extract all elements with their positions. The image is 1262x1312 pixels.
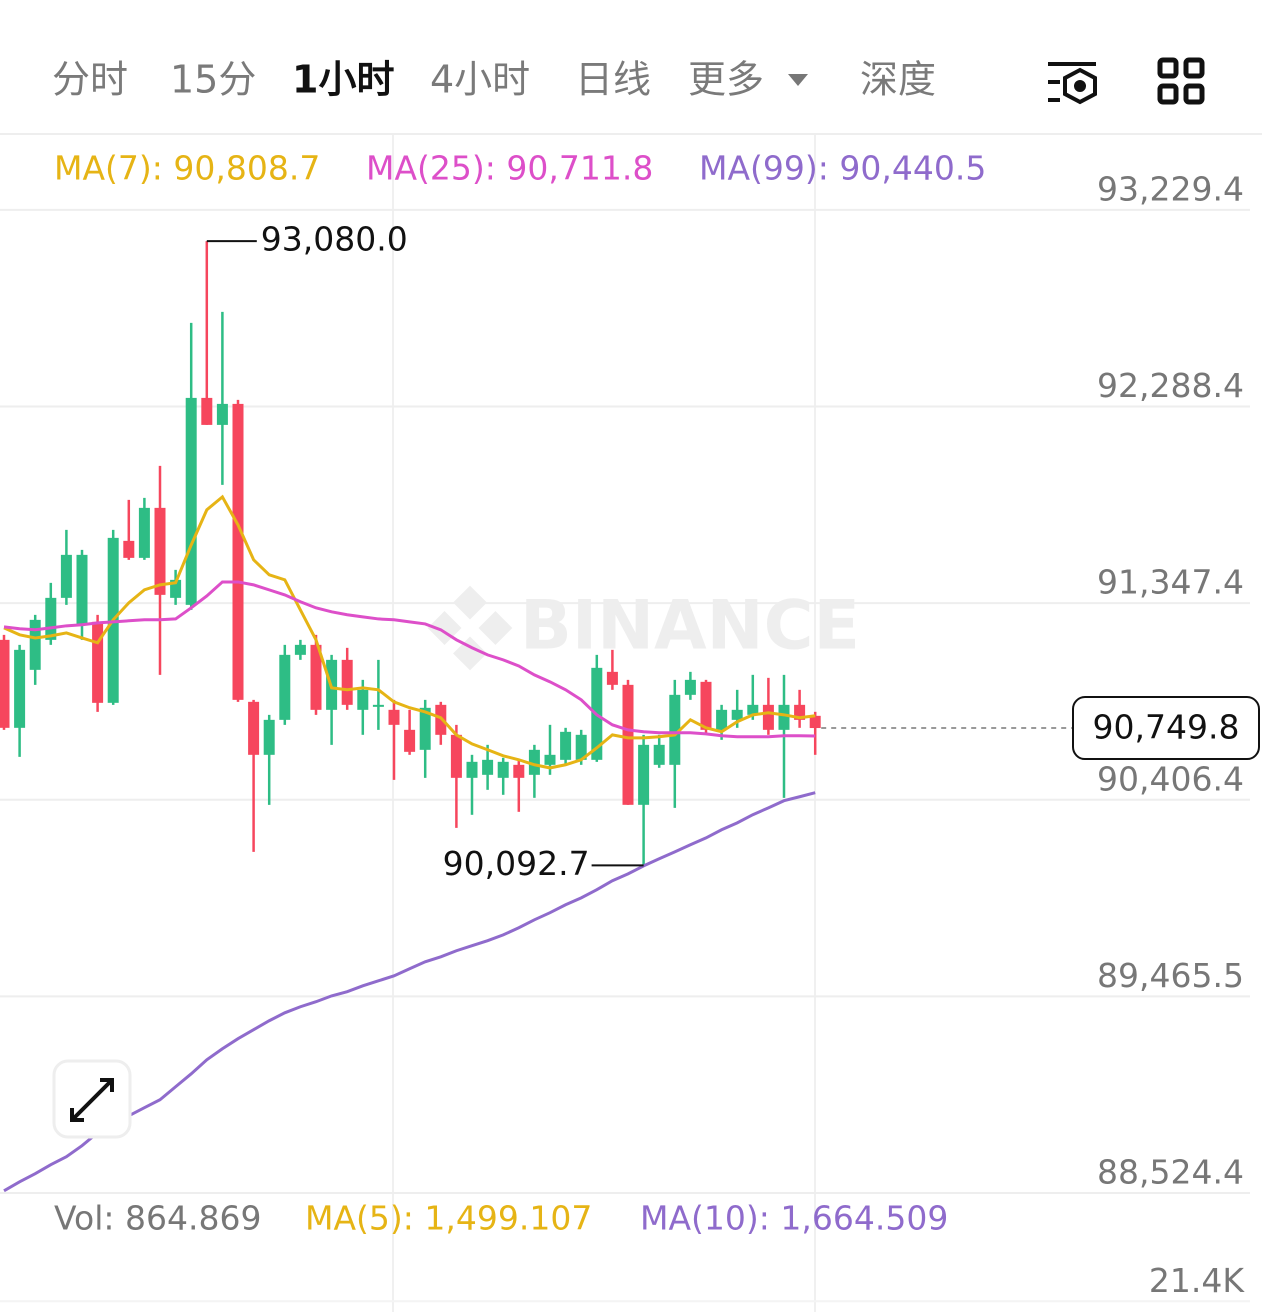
ma-line <box>3 791 816 1193</box>
candle-body <box>76 554 88 625</box>
ma-line <box>3 494 816 770</box>
expand-button[interactable] <box>52 1059 132 1139</box>
candle-body <box>638 744 650 805</box>
candle-body <box>653 744 665 765</box>
candle-body <box>560 731 572 760</box>
last-price-label: 90,749.8 <box>1093 708 1240 747</box>
plot: 93,229.4 92,288.4 91,347.4 90,406.4 89,465.5… <box>0 149 1260 1303</box>
candle-body <box>45 597 57 640</box>
candle-body <box>185 397 197 605</box>
candle-body <box>513 764 525 778</box>
tab-bar: 分时 15分 1小时 4小时 日线 更多 深度 <box>52 57 1205 105</box>
legend-entry: MA(99): 90,440.5 <box>699 149 986 188</box>
candle-body <box>716 709 728 730</box>
y-tick-label: 89,465.5 <box>1097 956 1244 995</box>
candle-body <box>279 654 291 720</box>
candle-body <box>310 644 322 710</box>
candle-body <box>419 707 431 750</box>
candle-body <box>201 397 213 425</box>
settings-icon[interactable] <box>1048 62 1097 105</box>
candle-body <box>747 704 759 715</box>
tab[interactable]: 4小时 <box>430 58 530 102</box>
y-tick-label: 93,229.4 <box>1097 169 1244 208</box>
volume-tick-label: 21.4K <box>1149 1261 1245 1300</box>
candle-body <box>294 644 306 655</box>
candle-body <box>700 681 712 730</box>
candle-body <box>544 754 556 765</box>
volume-legend: MA(10): 1,664.509 <box>640 1199 948 1238</box>
tab[interactable]: 分时 <box>52 58 128 102</box>
dropdown-arrow[interactable] <box>788 74 808 86</box>
candle-body <box>684 679 696 695</box>
legend-entry: MA(25): 90,711.8 <box>366 149 653 188</box>
candle-body <box>497 761 509 778</box>
tab[interactable]: 深度 <box>860 58 936 102</box>
y-tick-label: 91,347.4 <box>1097 563 1244 602</box>
candle-body <box>170 579 182 598</box>
candle-body <box>778 704 790 730</box>
candle-body <box>809 715 821 729</box>
tab[interactable]: 15分 <box>170 58 256 102</box>
volume-legend: Vol: 864.869 <box>54 1199 261 1238</box>
candle-body <box>60 554 72 598</box>
candle-body <box>232 403 244 700</box>
candle-body <box>248 701 260 755</box>
y-tick-label: 88,524.4 <box>1097 1153 1244 1192</box>
candle-body <box>263 719 275 755</box>
max-label: 93,080.0 <box>261 220 408 259</box>
candle-body <box>466 761 478 778</box>
tab[interactable]: 更多 <box>688 58 764 102</box>
candle-body <box>357 689 369 710</box>
candle-body <box>731 709 743 720</box>
candle-body <box>606 671 618 685</box>
candle-body <box>450 734 462 778</box>
candle-body <box>123 540 135 558</box>
candle-body <box>216 403 228 425</box>
candle-body <box>404 729 416 752</box>
min-label: 90,092.7 <box>443 844 590 883</box>
candle-body <box>622 684 634 805</box>
candle-body <box>29 619 41 670</box>
candle-body <box>0 639 10 728</box>
legend-entry: MA(7): 90,808.7 <box>54 149 320 188</box>
volume-legend: MA(5): 1,499.107 <box>305 1199 592 1238</box>
ma-line <box>3 580 816 739</box>
candle-body <box>341 659 353 705</box>
candle-body <box>669 694 681 765</box>
tab[interactable]: 日线 <box>575 58 651 102</box>
y-tick-label: 90,406.4 <box>1097 759 1244 798</box>
candle-body <box>794 704 806 720</box>
candle-body <box>92 621 104 703</box>
candle-body <box>762 704 774 730</box>
candle-body <box>528 749 540 775</box>
candle-body <box>575 734 587 760</box>
candle-body <box>154 507 166 595</box>
tab-active[interactable]: 1小时 <box>292 58 394 102</box>
candle-body <box>138 507 150 558</box>
candle-body <box>482 759 494 775</box>
watermark-text: BINANCE <box>520 587 860 666</box>
y-tick-label: 92,288.4 <box>1097 366 1244 405</box>
candle-body <box>14 649 26 728</box>
candle-body <box>388 709 400 725</box>
layout-icon[interactable] <box>1157 57 1205 105</box>
last-price-box <box>1072 696 1260 761</box>
candle-body <box>372 704 384 707</box>
